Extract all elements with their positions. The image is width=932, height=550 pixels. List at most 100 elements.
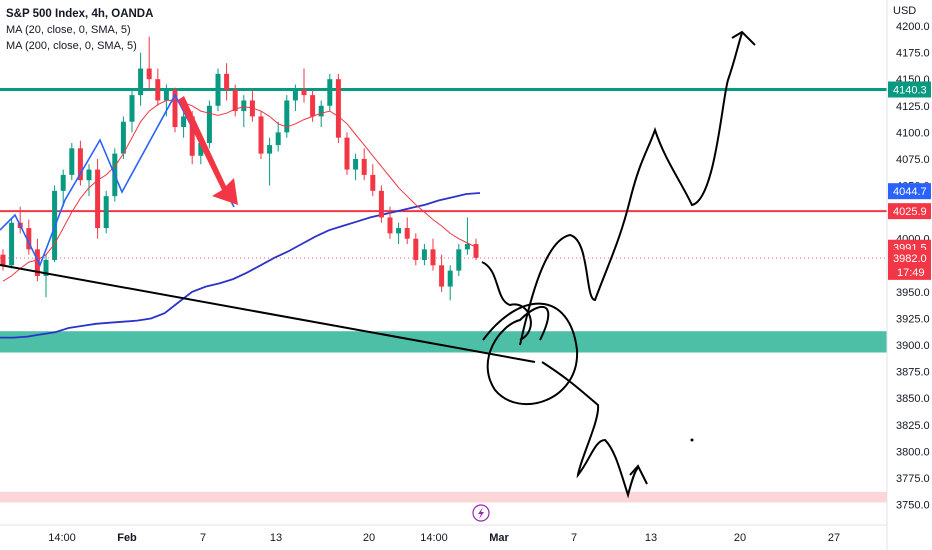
x-tick-label: 14:00 — [48, 532, 76, 544]
drawings[interactable] — [0, 30, 756, 499]
candle-body — [464, 244, 470, 250]
candle-12 — [103, 190, 109, 234]
candle-32 — [275, 121, 281, 152]
candle-body — [430, 249, 436, 266]
candle-26 — [224, 63, 230, 101]
candle-body — [301, 89, 307, 96]
candle-body — [181, 116, 187, 128]
x-tick-label: Mar — [489, 532, 509, 544]
candle-11 — [95, 158, 101, 239]
candle-body — [69, 148, 75, 175]
candle-3 — [26, 219, 32, 255]
candle-body — [344, 137, 350, 170]
down-arrow-drawing — [178, 96, 238, 205]
candle-49 — [421, 244, 427, 266]
candle-46 — [396, 222, 402, 245]
candle-body — [413, 238, 419, 260]
candle-body — [215, 73, 221, 106]
down-path-drawing — [541, 361, 639, 499]
candle-body — [292, 89, 298, 101]
candle-body — [86, 169, 92, 181]
candle-body — [155, 79, 161, 101]
label-4044.7-bg — [888, 183, 931, 200]
candle-body — [456, 249, 462, 271]
candle-body — [335, 79, 341, 138]
candle-body — [206, 105, 212, 143]
candle-33 — [284, 95, 290, 138]
candle-41 — [353, 153, 359, 181]
candle-10 — [86, 164, 92, 197]
horizontal-lines[interactable] — [0, 87, 887, 213]
label-4025.9: 4025.9 — [888, 203, 931, 220]
candle-25 — [215, 68, 221, 112]
chart-title: S&P 500 Index, 4h, OANDA — [6, 8, 154, 20]
label-3982.0-text: 3982.0 — [893, 253, 927, 265]
candle-body — [95, 169, 101, 229]
up-path-drawing — [519, 32, 743, 346]
candle-55 — [473, 238, 479, 260]
candle-body — [241, 100, 247, 112]
squiggle-drawing — [481, 261, 532, 341]
x-tick-label: 13 — [270, 532, 282, 544]
candle-body — [370, 174, 376, 191]
candle-body — [232, 89, 238, 112]
y-tick-label: 3825.0 — [896, 420, 930, 432]
y-tick-label: 3925.0 — [896, 313, 930, 325]
candle-37 — [318, 100, 324, 128]
x-tick-label: 7 — [200, 532, 206, 544]
y-tick-label: 4125.0 — [896, 101, 930, 113]
candle-body — [310, 95, 316, 117]
candle-body — [9, 222, 15, 266]
label-4140.3: 4140.3 — [888, 81, 931, 98]
candle-body — [361, 158, 367, 175]
candle-body — [172, 89, 178, 128]
label-4140.3-bg — [888, 81, 931, 98]
candle-5 — [43, 254, 49, 298]
candle-body — [267, 145, 273, 154]
candle-body — [224, 73, 230, 90]
down-arrowhead-drawing — [629, 464, 648, 485]
label-3982.0: 3982.0 17:49 — [888, 249, 931, 280]
candle-9 — [77, 140, 83, 186]
y-tick-label: 3775.0 — [896, 473, 930, 485]
candle-body — [318, 105, 324, 117]
candle-body — [60, 174, 66, 191]
candle-21 — [181, 111, 187, 138]
candle-body — [77, 148, 83, 181]
candle-18 — [155, 68, 161, 106]
lightning-icon[interactable] — [472, 504, 490, 522]
label-4025.9-text: 4025.9 — [893, 206, 927, 218]
candle-24 — [206, 100, 212, 149]
candle-29 — [249, 89, 255, 122]
zigzag-drawing — [0, 93, 235, 267]
candle-body — [327, 79, 333, 106]
candle-body — [378, 190, 384, 218]
candle-body — [258, 116, 264, 154]
candle-15 — [129, 89, 135, 133]
candle-body — [353, 158, 359, 170]
candle-54 — [464, 217, 470, 255]
trendline-drawing — [0, 264, 536, 363]
y-tick-label: 3900.0 — [896, 340, 930, 352]
y-tick-label: 3750.0 — [896, 500, 930, 512]
x-tick-label: 20 — [363, 532, 375, 544]
x-tick-label: 13 — [645, 532, 657, 544]
ma200-legend: MA (200, close, 0, SMA, 5) — [6, 40, 137, 52]
candle-body — [0, 254, 6, 266]
label-3982.0-bg — [888, 249, 931, 280]
candle-51 — [439, 254, 445, 292]
candle-40 — [344, 132, 350, 175]
candle-1 — [9, 217, 15, 269]
zone-0 — [0, 331, 887, 353]
x-axis[interactable]: 14:00 Feb 7 13 20 14:00 Mar 7 13 20 27 — [0, 524, 887, 544]
ma20-path — [2, 99, 477, 282]
candle-34 — [292, 84, 298, 112]
x-tick-label: 7 — [571, 532, 577, 544]
up-arrowhead-drawing — [731, 30, 756, 46]
candle-47 — [404, 217, 410, 245]
ma200-path — [0, 192, 481, 339]
dot-drawing — [690, 438, 694, 442]
candle-42 — [361, 148, 367, 181]
